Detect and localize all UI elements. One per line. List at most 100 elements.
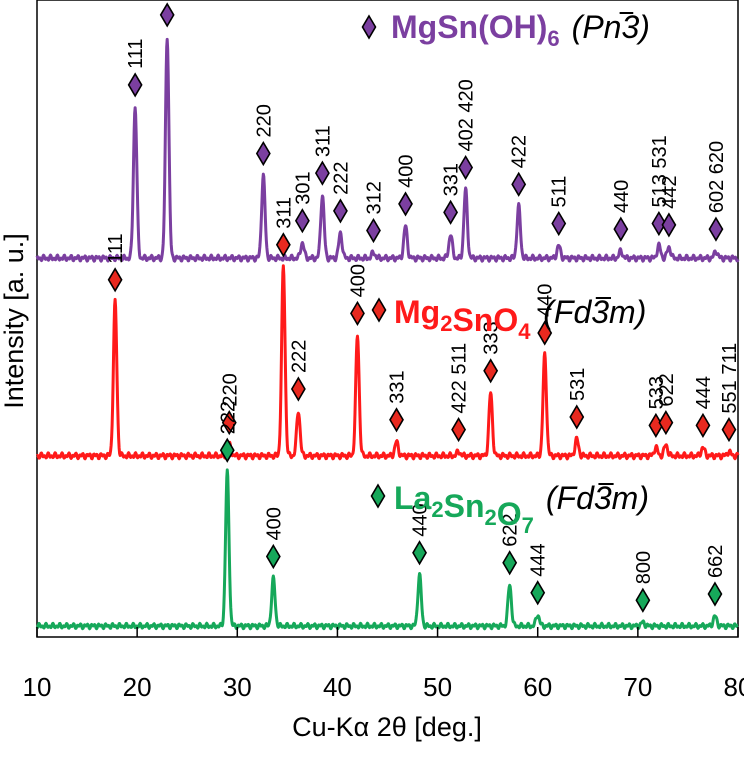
peak-label: 662 — [705, 545, 727, 578]
phase-label: La2Sn2O7 — [394, 480, 534, 538]
peak-marker — [721, 417, 737, 443]
peak-marker — [398, 191, 413, 217]
formula-text: Sn — [444, 488, 485, 524]
peak-label: 440 — [535, 284, 557, 317]
peak-marker — [219, 437, 235, 463]
peak-label: 531 — [567, 368, 589, 401]
peak-marker — [451, 417, 467, 443]
peak-label: 111 — [125, 39, 147, 69]
x-tick-label: 60 — [523, 672, 552, 702]
plot-frame — [36, 0, 739, 638]
peak-label: 440 — [611, 180, 633, 213]
phase-label: MgSn(OH)6 — [391, 9, 560, 51]
formula-subscript: 2 — [440, 311, 452, 336]
peak-label: 222 — [288, 340, 310, 373]
peak-label: 222 — [217, 401, 239, 434]
peak-marker — [635, 587, 651, 613]
peak-label: 400 — [347, 264, 369, 297]
formula-text: O — [497, 496, 522, 532]
peak-marker — [651, 210, 667, 237]
peak-label: 301 — [292, 171, 314, 204]
phase-marker — [361, 14, 377, 40]
peak-marker — [366, 217, 381, 244]
peak-marker — [551, 210, 567, 237]
peak-marker — [661, 212, 677, 238]
peak-annotations: 111200220301311222312400331402 420422511… — [105, 2, 741, 613]
peak-label: 602 620 — [706, 141, 728, 213]
peak-label: 622 — [500, 513, 522, 546]
peak-label: 400 — [396, 155, 418, 188]
peak-label: 311 — [273, 197, 295, 229]
peak-marker — [569, 404, 585, 430]
formula-text: MgSn(OH) — [391, 9, 547, 45]
peak-label: 440 — [410, 503, 432, 536]
phase-labels: MgSn(OH)6 (Pn3)Mg2SnO4(Fd3m)La2Sn2O7(Fd3m… — [361, 9, 650, 538]
peak-marker — [350, 300, 365, 326]
peak-label: 422 511 — [449, 343, 471, 414]
space-group-label: (Fd3m) — [543, 294, 646, 330]
formula-text: SnO — [452, 302, 518, 338]
series-line — [35, 468, 739, 631]
peak-marker — [333, 198, 348, 224]
peak-label: 220 — [253, 104, 275, 137]
peak-marker — [613, 216, 629, 242]
peak-marker — [483, 358, 499, 384]
x-tick-label: 50 — [423, 672, 452, 702]
peak-label: 220 — [219, 373, 241, 406]
peak-label: 444 — [528, 543, 550, 576]
peak-label: 622 — [656, 373, 678, 406]
peak-marker — [255, 140, 271, 167]
peak-marker — [530, 580, 546, 606]
peak-marker — [443, 199, 459, 225]
series-line — [36, 264, 740, 461]
peak-marker — [127, 72, 143, 98]
x-tick-label: 30 — [223, 672, 252, 702]
peak-marker — [537, 320, 553, 346]
peak-marker — [511, 171, 527, 197]
formula-subscript: 4 — [518, 319, 531, 344]
peak-label: 533 — [646, 376, 668, 409]
x-tick-label: 10 — [23, 672, 52, 702]
peak-label: 111 — [105, 233, 127, 263]
peak-label: 511 — [549, 176, 571, 208]
peak-label: 331 — [387, 370, 409, 403]
peak-marker — [290, 376, 306, 402]
peak-marker — [502, 550, 518, 576]
phase-label: Mg2SnO4 — [394, 294, 531, 344]
peak-label: 442 — [659, 176, 681, 209]
peak-marker — [707, 581, 723, 607]
formula-text: La — [394, 480, 432, 516]
peak-label: 331 — [441, 163, 463, 196]
x-tick-label: 80 — [724, 672, 744, 702]
formula-subscript: 2 — [484, 505, 496, 530]
x-tick-label: 70 — [623, 672, 652, 702]
space-group-label: (Pn3) — [572, 9, 650, 45]
peak-marker — [389, 407, 404, 433]
peak-marker — [275, 232, 291, 258]
formula-text: Mg — [394, 294, 440, 330]
peak-label: 551 711 — [719, 343, 741, 414]
peak-marker — [159, 2, 175, 28]
x-tick-label: 20 — [123, 672, 152, 702]
peak-label: 333 — [481, 321, 503, 354]
peak-marker — [294, 208, 310, 234]
x-tick-label: 40 — [323, 672, 352, 702]
peak-marker — [107, 267, 123, 293]
space-group-label: (Fd3m) — [546, 480, 649, 516]
x-axis: 10 20 30 40 50 60 70 80 — [23, 627, 744, 702]
peak-marker — [658, 410, 674, 436]
phase-marker — [371, 297, 387, 323]
formula-subscript: 2 — [431, 497, 443, 522]
peak-marker — [412, 540, 427, 566]
series-curves — [35, 37, 740, 631]
phase-marker — [370, 483, 386, 509]
peak-marker — [221, 410, 237, 436]
peak-label: 800 — [633, 551, 655, 584]
y-axis-title: Intensity [a. u.] — [0, 233, 29, 409]
series-line — [35, 37, 740, 263]
x-axis-title: Cu-Kα 2θ [deg.] — [292, 712, 482, 742]
peak-label: 444 — [693, 376, 715, 409]
peak-marker — [708, 216, 724, 242]
